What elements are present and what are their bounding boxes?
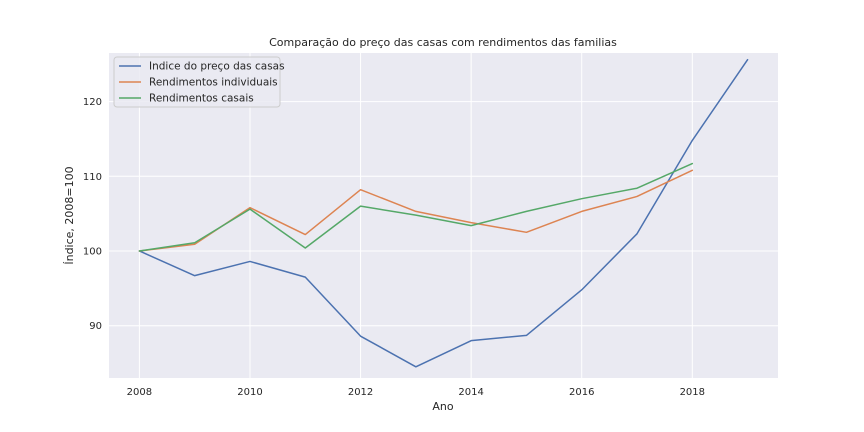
x-tick-label: 2010 xyxy=(237,387,262,398)
y-tick-label: 120 xyxy=(83,97,102,108)
x-tick-label: 2012 xyxy=(348,387,373,398)
y-tick-label: 90 xyxy=(89,321,102,332)
tick-labels: 2008 2010 2012 2014 2016 2018 90 100 110 120 xyxy=(83,97,705,398)
x-tick-label: 2016 xyxy=(569,387,594,398)
x-axis-label: Ano xyxy=(432,400,453,413)
x-tick-label: 2014 xyxy=(458,387,483,398)
x-tick-label: 2008 xyxy=(127,387,152,398)
legend-label-1: Indice do preço das casas xyxy=(149,61,285,73)
series-lines xyxy=(138,58,749,368)
chart-title: Comparação do preço das casas com rendim… xyxy=(269,36,617,49)
legend-label-3: Rendimentos casais xyxy=(149,93,254,105)
y-axis-label: Índice, 2008=100 xyxy=(63,166,76,264)
grid-lines xyxy=(109,53,778,378)
y-tick-label: 110 xyxy=(83,172,102,183)
series-line-3 xyxy=(138,162,694,252)
legend-label-2: Rendimentos individuais xyxy=(149,77,278,89)
series-line-1 xyxy=(138,58,749,368)
y-tick-label: 100 xyxy=(83,246,102,257)
legend-box xyxy=(113,56,281,108)
x-tick-label: 2018 xyxy=(680,387,705,398)
legend: Indice do preço das casas Rendimentos ind… xyxy=(113,56,285,108)
